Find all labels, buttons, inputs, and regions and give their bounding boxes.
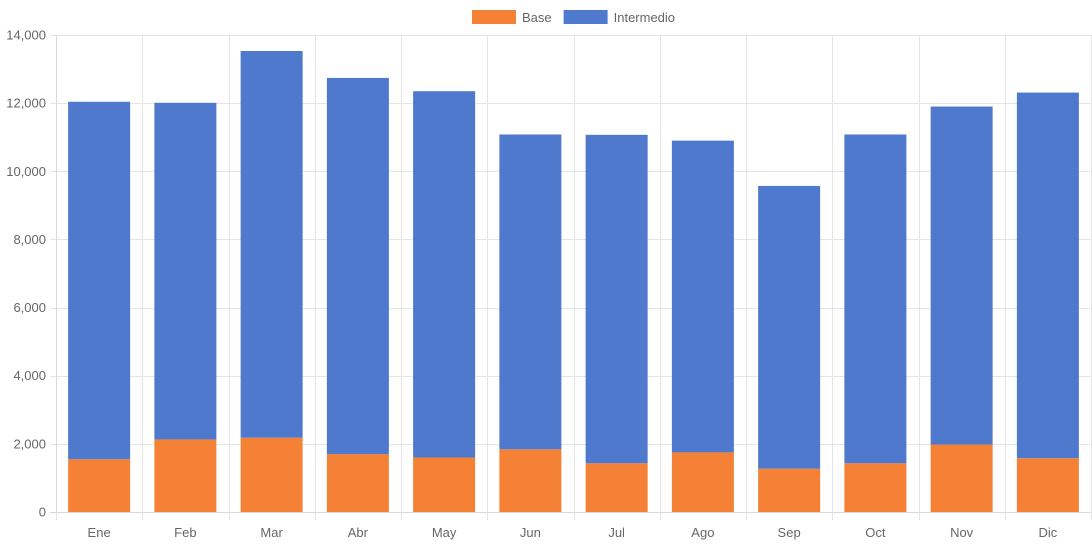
x-tick-label: May <box>432 525 457 540</box>
bar-intermedio-jul[interactable] <box>585 134 648 464</box>
x-tick-label: Ene <box>88 525 111 540</box>
x-tick-label: Mar <box>260 525 283 540</box>
bar-intermedio-dic[interactable] <box>1016 92 1079 459</box>
bar-base-dic[interactable] <box>1016 458 1079 512</box>
bar-intermedio-ene[interactable] <box>68 101 131 460</box>
legend: Base Intermedio <box>471 10 675 25</box>
legend-label: Base <box>522 10 552 25</box>
bar-base-jul[interactable] <box>585 463 648 512</box>
bar-base-feb[interactable] <box>154 439 217 512</box>
y-tick-label: 2,000 <box>13 436 46 451</box>
bar-base-jun[interactable] <box>499 449 562 512</box>
axes <box>50 35 1091 513</box>
gridlines <box>50 35 1092 520</box>
x-tick-label: Oct <box>865 525 886 540</box>
bar-intermedio-jun[interactable] <box>499 134 562 450</box>
legend-item-intermedio[interactable]: Intermedio <box>563 10 675 25</box>
bar-intermedio-feb[interactable] <box>154 102 217 440</box>
bar-base-mar[interactable] <box>240 437 303 512</box>
bar-base-may[interactable] <box>413 457 476 512</box>
bar-intermedio-sep[interactable] <box>758 185 821 469</box>
y-tick-label: 12,000 <box>6 96 46 111</box>
bar-intermedio-ago[interactable] <box>671 140 734 453</box>
legend-item-base[interactable]: Base <box>471 10 552 25</box>
x-tick-label: Feb <box>174 525 196 540</box>
y-tick-label: 8,000 <box>13 232 46 247</box>
x-tick-label: Jul <box>608 525 625 540</box>
x-tick-label: Ago <box>691 525 714 540</box>
legend-swatch <box>471 10 516 24</box>
bar-intermedio-may[interactable] <box>413 91 476 458</box>
y-axis-ticks: 0 2,000 4,000 6,000 8,000 10,000 12,000 14,000 <box>6 28 46 520</box>
bar-base-ago[interactable] <box>671 452 734 513</box>
y-tick-label: 6,000 <box>13 300 46 315</box>
y-tick-label: 10,000 <box>6 164 46 179</box>
x-tick-label: Sep <box>778 525 801 540</box>
bar-intermedio-mar[interactable] <box>240 51 303 438</box>
bar-intermedio-oct[interactable] <box>844 134 907 464</box>
x-tick-label: Abr <box>348 525 369 540</box>
bar-base-ene[interactable] <box>68 459 131 512</box>
y-tick-label: 14,000 <box>6 28 46 43</box>
bars <box>68 51 1079 513</box>
y-tick-label: 4,000 <box>13 368 46 383</box>
bar-intermedio-abr[interactable] <box>326 77 389 455</box>
legend-label: Intermedio <box>614 10 675 25</box>
bar-intermedio-nov[interactable] <box>930 106 993 445</box>
bar-base-nov[interactable] <box>930 444 993 512</box>
legend-swatch <box>563 10 608 24</box>
bar-base-sep[interactable] <box>758 468 821 512</box>
x-tick-label: Nov <box>950 525 974 540</box>
x-tick-label: Dic <box>1038 525 1057 540</box>
bar-base-oct[interactable] <box>844 463 907 512</box>
x-axis-ticks: Ene Feb Mar Abr May Jun Jul Ago Sep Oct Nov Dic <box>88 525 1058 540</box>
bar-base-abr[interactable] <box>326 454 389 512</box>
y-tick-label: 0 <box>39 505 46 520</box>
x-tick-label: Jun <box>520 525 541 540</box>
